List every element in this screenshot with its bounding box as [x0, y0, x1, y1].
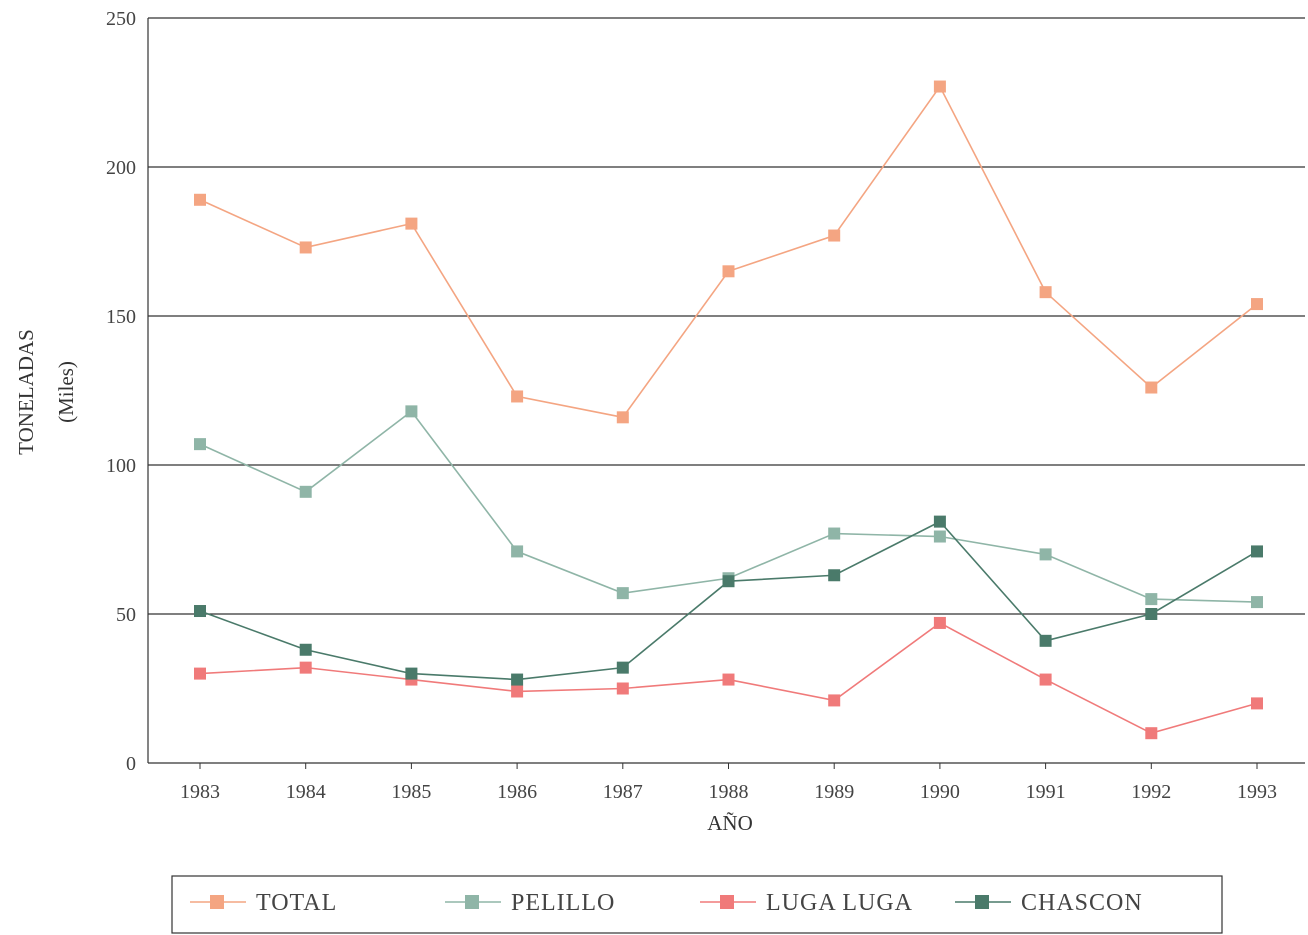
y-tick-label: 250 — [106, 8, 136, 30]
x-tick-label: 1988 — [709, 781, 749, 803]
series-lines — [194, 80, 1263, 740]
data-point — [828, 527, 841, 540]
y-tick-label: 0 — [126, 753, 136, 775]
data-point — [933, 530, 946, 543]
data-point — [1145, 727, 1158, 740]
data-point — [1145, 608, 1158, 620]
data-point — [828, 229, 841, 242]
legend-item: CHASCON — [955, 890, 1143, 916]
data-point — [616, 661, 629, 674]
x-tick-label: 1984 — [286, 781, 326, 803]
x-tick-label: 1991 — [1026, 781, 1066, 803]
data-point — [405, 667, 418, 680]
series-line — [199, 520, 1258, 681]
data-point — [828, 694, 841, 707]
data-point — [1251, 298, 1263, 311]
x-tick-label: 1985 — [391, 781, 431, 803]
legend-marker — [975, 895, 989, 909]
legend-label: TOTAL — [256, 890, 337, 916]
y-axis-subtitle: (Miles) — [54, 361, 78, 423]
legend-item: LUGA LUGA — [700, 890, 913, 916]
x-tick-label: 1993 — [1237, 781, 1277, 803]
x-tick-label: 1987 — [603, 781, 643, 803]
legend-box — [171, 875, 1223, 934]
data-point — [722, 265, 735, 278]
series-luga-luga — [194, 616, 1263, 740]
data-point — [194, 438, 206, 451]
y-tick-label: 150 — [106, 306, 136, 328]
data-point — [511, 545, 524, 558]
data-point — [511, 685, 524, 698]
data-point — [722, 673, 735, 686]
data-point — [1039, 286, 1052, 299]
x-tick-labels: 1983 1984 1985 1986 1987 1988 1989 1990 1991 1992… — [180, 781, 1277, 803]
data-point — [299, 661, 312, 674]
data-point — [1251, 697, 1263, 710]
data-point — [299, 643, 312, 656]
y-axis-title: TONELADAS — [14, 329, 38, 455]
series-chascon — [194, 515, 1263, 686]
data-point — [1251, 545, 1263, 558]
data-point — [1039, 634, 1052, 647]
grid-lines — [148, 17, 1305, 615]
data-point — [933, 80, 946, 93]
legend-item: PELILLO — [445, 890, 615, 916]
legend-label: CHASCON — [1021, 890, 1143, 916]
data-point — [616, 682, 629, 695]
data-point — [933, 515, 946, 528]
data-point — [828, 569, 841, 582]
data-point — [1251, 596, 1263, 609]
data-point — [194, 193, 206, 206]
x-tick-label: 1992 — [1131, 781, 1171, 803]
series-pelillo — [194, 405, 1263, 609]
series-total — [194, 80, 1263, 424]
data-point — [194, 605, 206, 618]
axes — [147, 18, 1305, 769]
data-point — [405, 217, 418, 230]
data-point — [616, 587, 629, 600]
data-point — [933, 616, 946, 629]
data-point — [1039, 673, 1052, 686]
data-point — [1145, 593, 1158, 606]
series-line — [199, 85, 1258, 419]
y-tick-label: 50 — [116, 604, 136, 626]
legend-marker — [210, 895, 224, 909]
data-point — [299, 241, 312, 254]
data-point — [299, 485, 312, 498]
legend-label: LUGA LUGA — [766, 890, 913, 916]
y-tick-label: 100 — [106, 455, 136, 477]
x-tick-label: 1986 — [497, 781, 537, 803]
x-tick-label: 1990 — [920, 781, 960, 803]
data-point — [511, 673, 524, 686]
data-point — [405, 405, 418, 418]
data-point — [1145, 381, 1158, 394]
legend: TOTAL PELILLO LUGA LUGA CHASCON — [171, 875, 1223, 934]
data-point — [722, 575, 735, 588]
x-axis-title: AÑO — [707, 811, 753, 835]
legend-label: PELILLO — [511, 890, 615, 916]
x-tick-label: 1989 — [814, 781, 854, 803]
data-point — [511, 390, 524, 403]
legend-item: TOTAL — [190, 890, 337, 916]
y-tick-label: 200 — [106, 157, 136, 179]
y-tick-labels: 0 50 100 150 200 250 — [106, 8, 136, 775]
legend-marker — [720, 895, 734, 909]
x-tick-label: 1983 — [180, 781, 220, 803]
data-point — [616, 411, 629, 424]
legend-marker — [465, 895, 479, 909]
data-point — [194, 667, 206, 680]
data-point — [1039, 548, 1052, 561]
